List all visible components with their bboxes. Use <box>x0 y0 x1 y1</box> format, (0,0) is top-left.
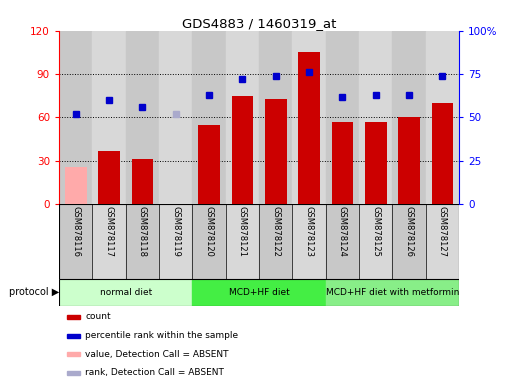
Bar <box>359 31 392 204</box>
Bar <box>326 31 359 204</box>
Bar <box>159 204 192 278</box>
Text: GSM878121: GSM878121 <box>238 207 247 257</box>
Bar <box>67 334 80 338</box>
Bar <box>259 204 292 278</box>
Text: GSM878119: GSM878119 <box>171 207 180 257</box>
Bar <box>67 352 80 356</box>
Bar <box>292 204 326 278</box>
Text: value, Detection Call = ABSENT: value, Detection Call = ABSENT <box>85 350 228 359</box>
Text: percentile rank within the sample: percentile rank within the sample <box>85 331 238 340</box>
Text: rank, Detection Call = ABSENT: rank, Detection Call = ABSENT <box>85 368 224 377</box>
Text: GSM878120: GSM878120 <box>205 207 213 257</box>
Bar <box>92 204 126 278</box>
Bar <box>231 96 253 204</box>
Text: GSM878125: GSM878125 <box>371 207 380 257</box>
Bar <box>226 31 259 204</box>
Bar <box>65 167 87 204</box>
Bar <box>98 151 120 204</box>
Bar <box>59 31 92 204</box>
Text: GSM878118: GSM878118 <box>138 207 147 257</box>
Bar <box>326 278 459 306</box>
Bar <box>426 204 459 278</box>
Bar <box>392 31 426 204</box>
Bar <box>59 204 92 278</box>
Bar <box>159 31 192 204</box>
Bar <box>126 204 159 278</box>
Bar <box>359 204 392 278</box>
Bar <box>92 31 126 204</box>
Bar <box>67 315 80 319</box>
Text: MCD+HF diet with metformin: MCD+HF diet with metformin <box>326 288 459 297</box>
Bar <box>298 52 320 204</box>
Bar <box>365 122 387 204</box>
Bar <box>398 118 420 204</box>
Bar <box>192 278 326 306</box>
Bar <box>126 31 159 204</box>
Bar <box>131 159 153 204</box>
Bar <box>67 371 80 375</box>
Bar <box>259 31 292 204</box>
Text: normal diet: normal diet <box>100 288 152 297</box>
Bar <box>192 204 226 278</box>
Bar <box>198 125 220 204</box>
Bar <box>331 122 353 204</box>
Text: GSM878127: GSM878127 <box>438 207 447 257</box>
Bar <box>192 31 226 204</box>
Title: GDS4883 / 1460319_at: GDS4883 / 1460319_at <box>182 17 336 30</box>
Text: GSM878123: GSM878123 <box>305 207 313 257</box>
Bar <box>226 204 259 278</box>
Bar <box>392 204 426 278</box>
Text: GSM878124: GSM878124 <box>338 207 347 257</box>
Bar <box>431 103 453 204</box>
Bar <box>426 31 459 204</box>
Text: GSM878122: GSM878122 <box>271 207 280 257</box>
Bar <box>265 99 287 204</box>
Bar <box>59 278 192 306</box>
Text: GSM878116: GSM878116 <box>71 207 80 257</box>
Bar <box>292 31 326 204</box>
Bar <box>326 204 359 278</box>
Text: protocol ▶: protocol ▶ <box>9 287 59 297</box>
Text: GSM878117: GSM878117 <box>105 207 113 257</box>
Text: count: count <box>85 313 111 321</box>
Text: MCD+HF diet: MCD+HF diet <box>229 288 289 297</box>
Text: GSM878126: GSM878126 <box>405 207 413 257</box>
